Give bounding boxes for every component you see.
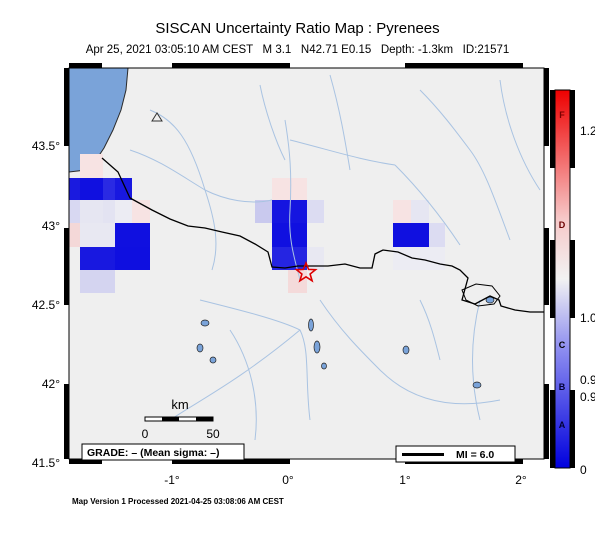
lon-tick-label: 2° [515,473,527,487]
grade-letter: C [559,340,566,350]
andorra-border [461,283,501,307]
event-subtitle: Apr 25, 2021 03:05:10 AM CEST M 3.1 N42.… [85,44,510,56]
station-triangle [151,112,163,122]
sea-area [69,68,129,173]
lat-tick-label: 43.5° [32,139,60,153]
processing-footer: Map Version 1 Processed 2021-04-25 03:08… [72,497,284,506]
epicenter-star[interactable] [294,260,318,283]
france-spain-border [101,157,544,313]
scale-bar: km 0 50 [142,397,220,441]
colorbar-tick: 0.9 [580,373,595,387]
scale-end: 50 [206,427,220,441]
lakes [196,296,495,389]
lon-tick-label: -1° [164,473,180,487]
map-area[interactable] [69,68,544,459]
grade-text: GRADE: – (Mean sigma: –) [87,447,219,459]
mi-text: MI = 6.0 [456,449,494,461]
colorbar-tick: 0 [580,463,587,477]
mi-box: MI = 6.0 [395,445,516,463]
scale-start: 0 [142,427,149,441]
scale-unit: km [171,397,188,412]
lat-labels: 43.5° 43° 42.5° 42° 41.5° [32,139,60,470]
grade-box: GRADE: – (Mean sigma: –) [81,443,245,461]
rivers [129,74,541,441]
grade-letter: B [559,382,566,392]
colorbar-tick: 0.9 [580,390,595,404]
lat-tick-label: 43° [42,219,60,233]
grade-letter: D [559,220,566,230]
colorbar: F D C B A 1.2 1.0 0.9 0.9 0 [550,89,595,477]
map-frame [64,63,549,464]
grade-letter: F [559,110,565,120]
lat-tick-label: 41.5° [32,456,60,470]
colorbar-tick: 1.0 [580,311,595,325]
lat-tick-label: 42° [42,377,60,391]
uncertainty-cells [69,154,445,293]
colorbar-tick: 1.2 [580,124,595,138]
lon-labels: -1° 0° 1° 2° [164,473,527,487]
grade-letter: A [559,420,566,430]
lat-tick-label: 42.5° [32,298,60,312]
map-title: SISCAN Uncertainty Ratio Map : Pyrenees [155,20,440,37]
lon-tick-label: 0° [282,473,294,487]
lon-tick-label: 1° [399,473,411,487]
